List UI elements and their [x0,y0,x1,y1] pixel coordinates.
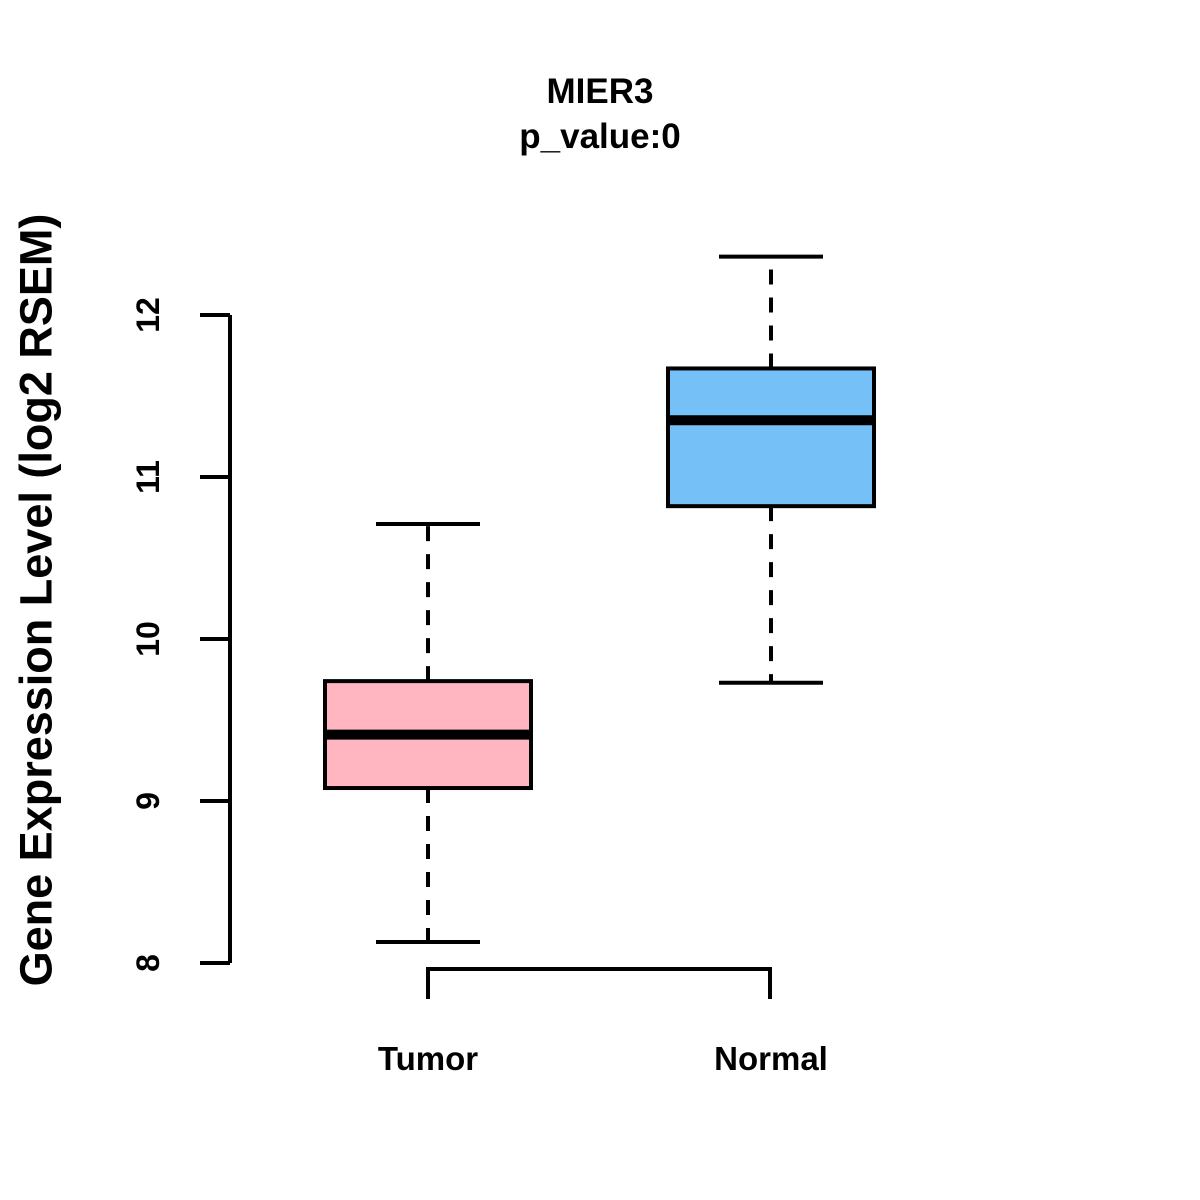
y-axis-label: Gene Expression Level (log2 RSEM) [10,213,62,987]
chart-subtitle-pvalue: p_value:0 [519,117,681,156]
y-tick-label-12: 12 [130,297,166,333]
y-tick-label-11: 11 [130,460,166,494]
y-tick-label-8: 8 [130,954,166,972]
y-tick-label-10: 10 [130,621,166,657]
x-category-label-normal: Normal [714,1040,828,1077]
x-category-label-tumor: Tumor [377,1040,479,1077]
y-tick-label-9: 9 [130,792,166,810]
chart-title: MIER3 [546,72,654,111]
